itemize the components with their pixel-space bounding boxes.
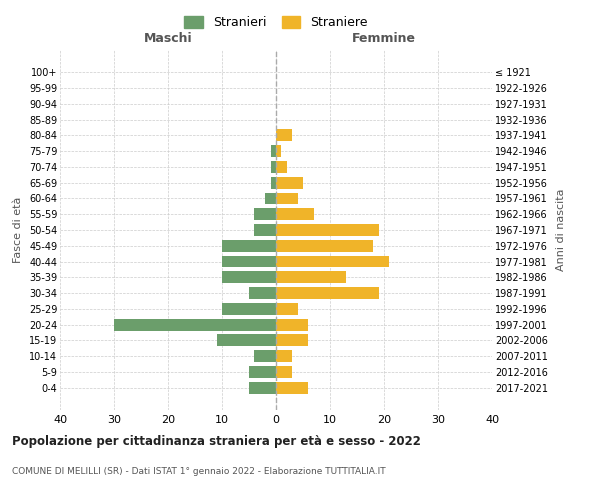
Bar: [276, 287, 379, 299]
Legend: Stranieri, Straniere: Stranieri, Straniere: [179, 11, 373, 34]
Bar: [271, 145, 276, 157]
Y-axis label: Fasce di età: Fasce di età: [13, 197, 23, 263]
Y-axis label: Anni di nascita: Anni di nascita: [556, 188, 566, 271]
Bar: [276, 240, 373, 252]
Bar: [222, 272, 276, 283]
Bar: [276, 272, 346, 283]
Text: COMUNE DI MELILLI (SR) - Dati ISTAT 1° gennaio 2022 - Elaborazione TUTTITALIA.IT: COMUNE DI MELILLI (SR) - Dati ISTAT 1° g…: [12, 468, 386, 476]
Bar: [276, 303, 298, 315]
Bar: [114, 318, 276, 330]
Bar: [276, 161, 287, 173]
Bar: [254, 224, 276, 236]
Bar: [222, 240, 276, 252]
Bar: [249, 382, 276, 394]
Bar: [249, 287, 276, 299]
Bar: [222, 256, 276, 268]
Bar: [276, 382, 308, 394]
Bar: [276, 177, 303, 188]
Text: Maschi: Maschi: [143, 32, 193, 46]
Bar: [276, 145, 281, 157]
Bar: [271, 161, 276, 173]
Bar: [276, 318, 308, 330]
Bar: [254, 208, 276, 220]
Bar: [276, 224, 379, 236]
Bar: [276, 192, 298, 204]
Bar: [217, 334, 276, 346]
Bar: [276, 208, 314, 220]
Bar: [276, 334, 308, 346]
Text: Femmine: Femmine: [352, 32, 416, 46]
Bar: [222, 303, 276, 315]
Bar: [249, 366, 276, 378]
Bar: [254, 350, 276, 362]
Text: Popolazione per cittadinanza straniera per età e sesso - 2022: Popolazione per cittadinanza straniera p…: [12, 435, 421, 448]
Bar: [276, 130, 292, 141]
Bar: [265, 192, 276, 204]
Bar: [271, 177, 276, 188]
Bar: [276, 256, 389, 268]
Bar: [276, 350, 292, 362]
Bar: [276, 366, 292, 378]
